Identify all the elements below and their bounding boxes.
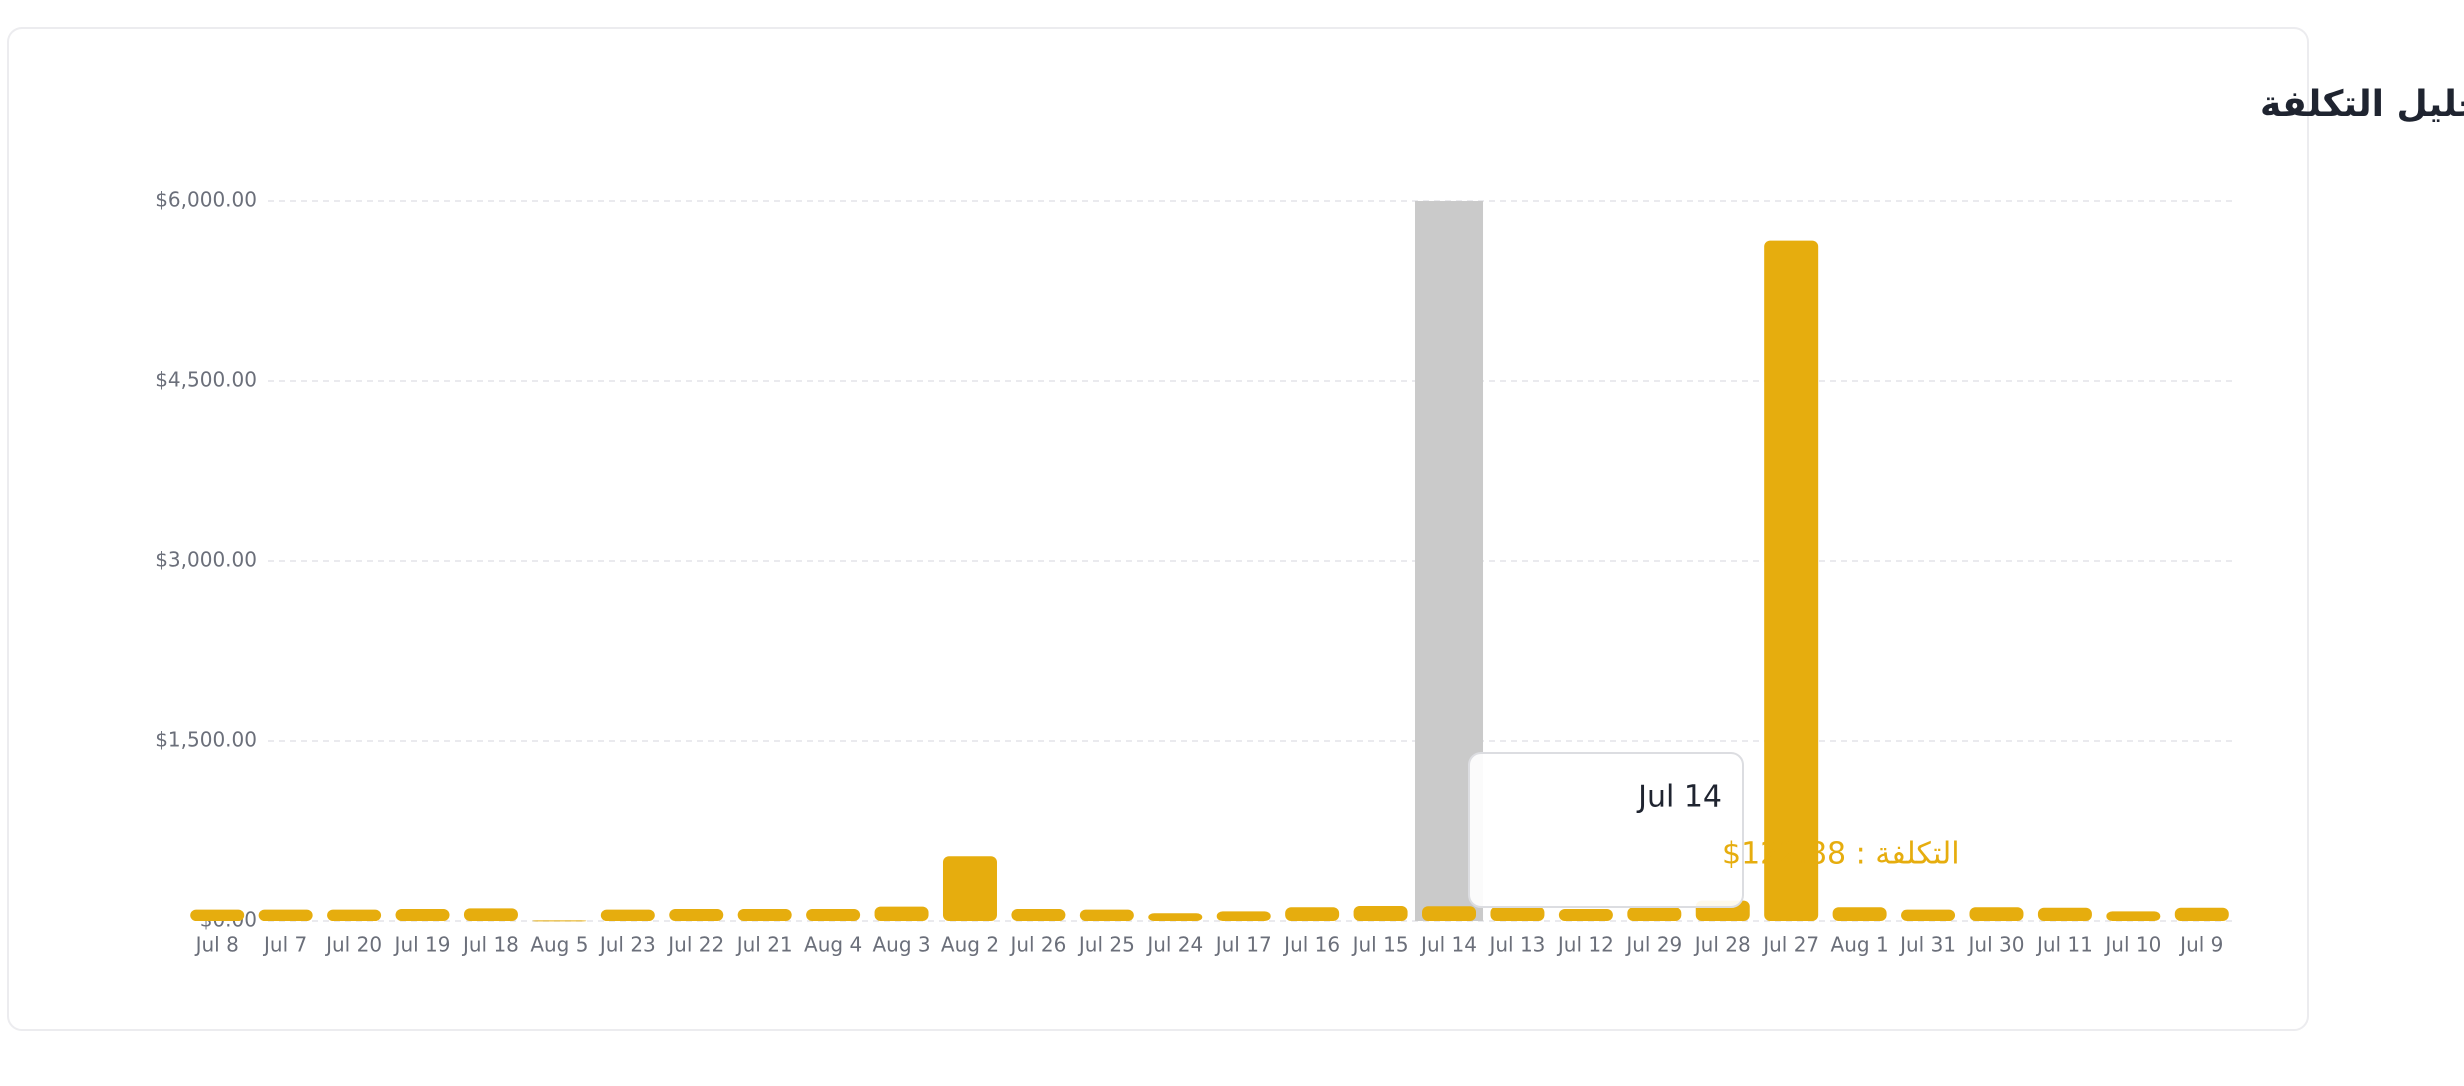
x-tick-label: Jul 19 bbox=[393, 933, 451, 957]
x-tick-label: Jul 22 bbox=[666, 933, 724, 957]
bar bbox=[600, 909, 655, 921]
bar bbox=[1285, 907, 1340, 921]
x-tick-label: Jul 27 bbox=[1761, 933, 1819, 957]
bar bbox=[1764, 240, 1819, 922]
x-tick-label: Jul 28 bbox=[1693, 933, 1751, 957]
bar bbox=[1216, 911, 1271, 921]
bar bbox=[2037, 907, 2092, 921]
x-tick-label: Jul 11 bbox=[2035, 933, 2093, 957]
bar bbox=[2174, 907, 2229, 921]
x-tick-label: Jul 8 bbox=[194, 933, 239, 957]
x-tick-label: Jul 29 bbox=[1624, 933, 1682, 957]
card bbox=[7, 27, 2309, 1031]
x-tick-label: Aug 5 bbox=[530, 933, 588, 957]
tooltip-box bbox=[1468, 752, 1744, 908]
bar bbox=[1422, 906, 1477, 921]
tooltip-value: التكلفة : 122.88$ bbox=[1722, 837, 1960, 872]
bar bbox=[2106, 911, 2161, 921]
x-tick-label: Jul 25 bbox=[1077, 933, 1135, 957]
x-tick-label: Aug 4 bbox=[804, 933, 862, 957]
tooltip-title: Jul 14 bbox=[1636, 780, 1722, 815]
x-tick-label: Jul 31 bbox=[1898, 933, 1956, 957]
x-tick-label: Aug 1 bbox=[1831, 933, 1889, 957]
x-tick-label: Jul 13 bbox=[1487, 933, 1545, 957]
x-tick-label: Jul 15 bbox=[1351, 933, 1409, 957]
y-tick-label: $1,500.00 bbox=[155, 728, 257, 752]
x-tick-label: Jul 10 bbox=[2103, 933, 2161, 957]
x-tick-label: Jul 18 bbox=[461, 933, 519, 957]
bar bbox=[669, 909, 724, 921]
bar bbox=[1490, 906, 1545, 921]
bar bbox=[806, 909, 861, 921]
x-tick-label: Jul 30 bbox=[1967, 933, 2025, 957]
bar bbox=[1148, 913, 1203, 921]
bar bbox=[1353, 906, 1408, 921]
bar bbox=[1969, 907, 2024, 921]
x-tick-label: Jul 16 bbox=[1282, 933, 1340, 957]
x-tick-label: Jul 9 bbox=[2178, 933, 2223, 957]
bar bbox=[1011, 909, 1066, 921]
bar bbox=[532, 920, 587, 922]
bar bbox=[942, 856, 997, 921]
bar bbox=[463, 908, 518, 921]
x-tick-label: Jul 24 bbox=[1145, 933, 1203, 957]
bar bbox=[874, 906, 929, 921]
x-tick-label: Jul 14 bbox=[1419, 933, 1477, 957]
bar bbox=[1558, 909, 1613, 921]
x-tick-label: Jul 26 bbox=[1008, 933, 1066, 957]
x-tick-label: Aug 3 bbox=[872, 933, 930, 957]
bar bbox=[1079, 909, 1134, 921]
bar bbox=[1901, 909, 1956, 921]
x-tick-label: Jul 7 bbox=[262, 933, 307, 957]
chart-title: تحليل التكلفة bbox=[2260, 84, 2464, 125]
x-tick-label: Aug 2 bbox=[941, 933, 999, 957]
bar bbox=[737, 909, 792, 921]
x-tick-label: Jul 21 bbox=[735, 933, 793, 957]
y-tick-label: $3,000.00 bbox=[155, 548, 257, 572]
y-tick-label: $6,000.00 bbox=[155, 188, 257, 212]
bar bbox=[395, 909, 450, 921]
y-tick-label: $4,500.00 bbox=[155, 368, 257, 392]
x-tick-label: Jul 12 bbox=[1556, 933, 1614, 957]
x-tick-label: Jul 20 bbox=[324, 933, 382, 957]
bar bbox=[258, 909, 313, 921]
x-tick-label: Jul 23 bbox=[598, 933, 656, 957]
bar bbox=[327, 909, 382, 921]
x-tick-label: Jul 17 bbox=[1214, 933, 1272, 957]
bar bbox=[190, 909, 245, 921]
bar bbox=[1832, 907, 1887, 921]
bar bbox=[1627, 907, 1682, 921]
